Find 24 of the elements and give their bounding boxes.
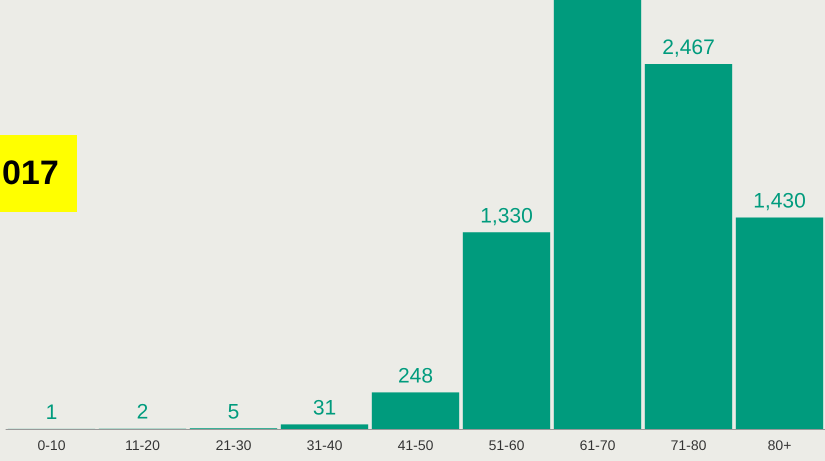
bar (462, 232, 550, 429)
data-label: 1 (46, 400, 58, 424)
bar (644, 64, 732, 429)
annotation: 017 (2, 154, 59, 192)
x-tick-label: 0-10 (37, 437, 66, 453)
x-tick-label: 80+ (768, 437, 792, 453)
data-label: 1,330 (480, 204, 533, 228)
x-tick-label: 21-30 (216, 437, 252, 453)
x-tick-label: 71-80 (670, 437, 707, 453)
x-tick-label: 41-50 (398, 437, 434, 453)
data-label: 248 (398, 364, 434, 388)
x-tick-label: 31-40 (306, 437, 343, 453)
x-tick-label: 11-20 (125, 437, 160, 453)
bar (372, 392, 460, 429)
x-tick-label: 61-70 (580, 437, 616, 453)
data-label: 5 (228, 400, 240, 424)
data-label: 2 (136, 400, 148, 424)
data-label: 1,430 (753, 189, 806, 212)
data-label: 2,467 (662, 36, 715, 60)
bar (736, 217, 824, 429)
bar (280, 424, 368, 429)
bar (554, 0, 642, 429)
data-label: 31 (312, 396, 336, 420)
x-tick-label: 51-60 (488, 437, 525, 453)
